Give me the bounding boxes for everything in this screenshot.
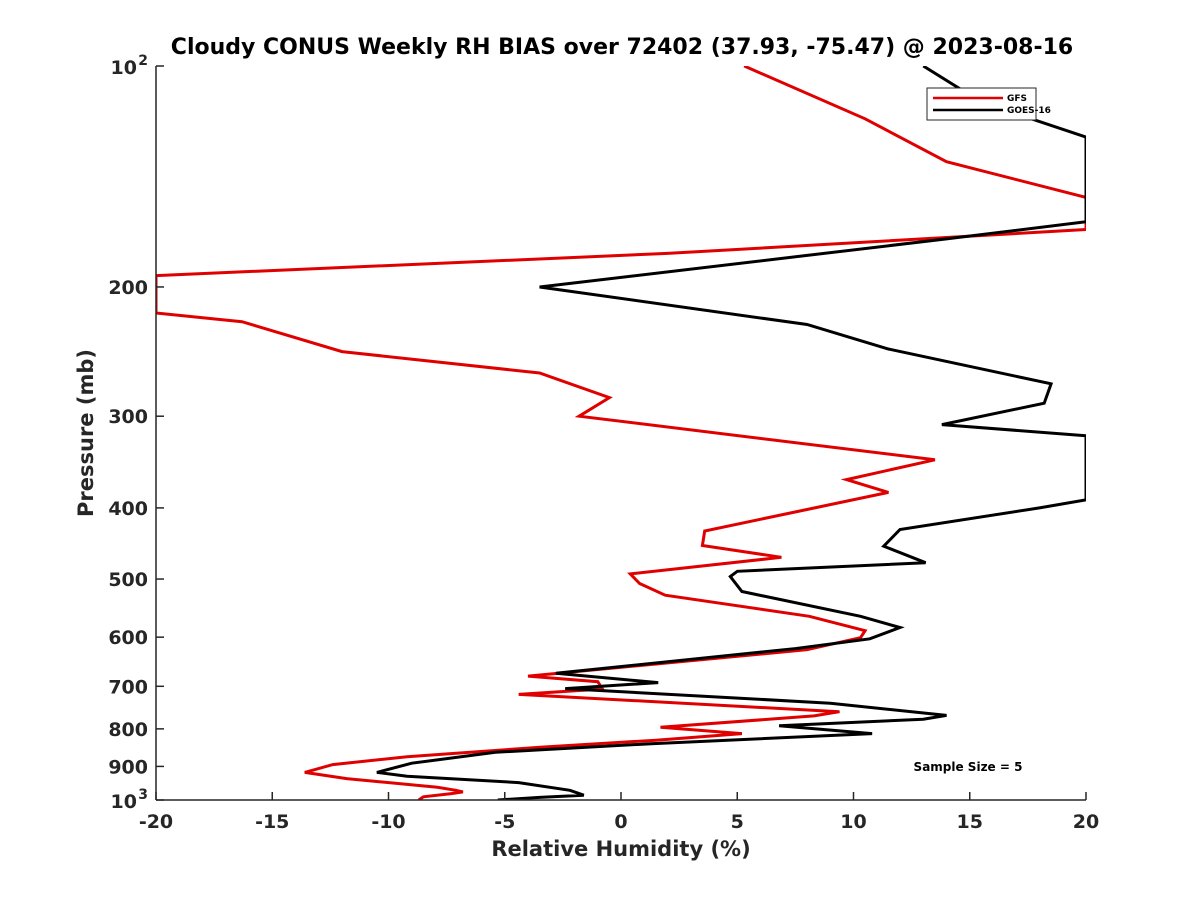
legend-label-goes16: GOES-16 bbox=[1007, 106, 1051, 116]
x-axis-label: Relative Humidity (%) bbox=[491, 837, 750, 861]
y-tick-label: 600 bbox=[108, 627, 148, 649]
y-tick-exponent: 2 bbox=[138, 53, 148, 69]
legend-box bbox=[926, 87, 1037, 121]
y-tick-label: 200 bbox=[108, 277, 148, 299]
y-tick-base: 10 bbox=[111, 57, 137, 79]
x-ticks: -20 -15 -10 -5 0 5 10 15 20 bbox=[139, 792, 1099, 833]
y-tick-label: 700 bbox=[108, 676, 148, 698]
x-tick-label: 20 bbox=[1073, 811, 1099, 833]
y-axis-label: Pressure (mb) bbox=[74, 349, 98, 517]
y-tick-label: 900 bbox=[108, 756, 148, 778]
y-tick-exponent: 3 bbox=[138, 787, 148, 803]
series-line-gfs bbox=[156, 66, 1086, 800]
x-tick-label: -10 bbox=[371, 811, 405, 833]
x-tick-label: -5 bbox=[494, 811, 515, 833]
sample-size-annotation: Sample Size = 5 bbox=[914, 760, 1023, 774]
series-layer bbox=[156, 66, 1086, 800]
x-tick-label: 5 bbox=[731, 811, 744, 833]
y-tick-label-power: 310 bbox=[111, 787, 148, 813]
y-tick-base: 10 bbox=[111, 791, 137, 813]
y-tick-label-power: 210 bbox=[111, 53, 148, 79]
y-tick-label: 500 bbox=[108, 569, 148, 591]
y-tick-label: 800 bbox=[108, 719, 148, 741]
x-tick-label: 10 bbox=[840, 811, 866, 833]
legend: GFS GOES-16 bbox=[926, 87, 1051, 121]
legend-label-gfs: GFS bbox=[1007, 94, 1027, 104]
y-tick-label: 400 bbox=[108, 498, 148, 520]
x-tick-label: 15 bbox=[957, 811, 983, 833]
x-tick-label: 0 bbox=[614, 811, 627, 833]
y-tick-label: 300 bbox=[108, 406, 148, 428]
x-tick-label: -15 bbox=[255, 811, 289, 833]
series-line-goes16 bbox=[376, 66, 1086, 800]
chart-title: Cloudy CONUS Weekly RH BIAS over 72402 (… bbox=[171, 35, 1073, 60]
x-tick-label: -20 bbox=[139, 811, 173, 833]
